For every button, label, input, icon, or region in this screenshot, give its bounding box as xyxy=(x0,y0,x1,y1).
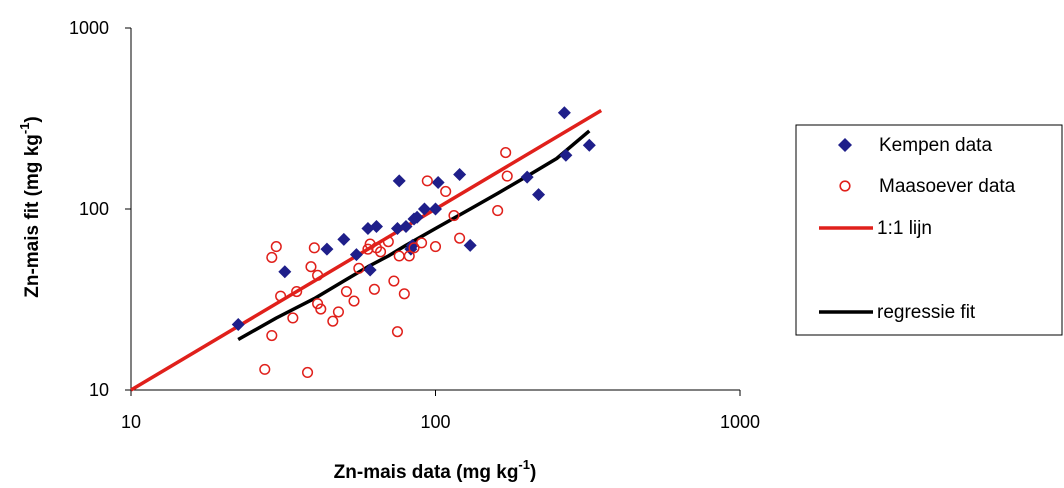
data-point-kempen xyxy=(453,168,467,182)
data-point-kempen xyxy=(463,238,477,252)
data-point-kempen xyxy=(392,174,406,188)
data-point-maasoever xyxy=(364,238,376,250)
legend-11-line-label: 1:1 lijn xyxy=(877,218,932,239)
data-point-kempen xyxy=(410,210,424,224)
legend-kempen-label: Kempen data xyxy=(879,135,992,156)
data-point-kempen xyxy=(349,248,363,262)
legend-kempen-marker xyxy=(838,138,852,152)
data-point-kempen xyxy=(390,222,404,236)
x-tick-label: 10 xyxy=(121,412,141,432)
data-point-maasoever xyxy=(327,315,339,327)
data-point-maasoever xyxy=(266,251,278,263)
legend-box xyxy=(795,124,1063,336)
x-tick-label: 100 xyxy=(420,412,450,432)
y-tick-label: 10 xyxy=(89,380,109,400)
data-point-maasoever xyxy=(312,298,324,310)
data-point-kempen xyxy=(429,202,442,216)
legend-maasoever-label: Maasoever data xyxy=(879,176,1016,197)
data-point-kempen xyxy=(399,220,413,234)
data-point-maasoever xyxy=(353,262,365,274)
data-point-kempen xyxy=(231,318,245,332)
data-point-kempen xyxy=(369,220,383,234)
data-point-kempen xyxy=(520,170,534,184)
data-point-maasoever xyxy=(393,250,405,262)
legend-regression-label: regressie fit xyxy=(877,302,976,323)
data-point-maasoever xyxy=(275,290,287,302)
data-point-maasoever xyxy=(259,363,271,375)
data-point-maasoever xyxy=(492,205,504,217)
markers-layer xyxy=(231,106,596,379)
data-point-maasoever xyxy=(340,285,353,298)
data-point-maasoever xyxy=(270,241,282,253)
data-point-maasoever xyxy=(421,175,433,187)
y-tick-label: 1000 xyxy=(69,18,109,38)
ticks: 10 100 1000 10 100 1000 xyxy=(69,18,760,432)
data-point-kempen xyxy=(559,148,573,162)
data-point-maasoever xyxy=(408,242,420,254)
data-point-maasoever xyxy=(440,185,452,198)
data-point-maasoever xyxy=(398,288,410,300)
data-point-kempen xyxy=(320,242,334,256)
data-point-maasoever xyxy=(362,243,374,255)
x-axis-title: Zn-mais data (mg kg-1) xyxy=(334,457,537,483)
data-point-kempen xyxy=(278,265,292,279)
legend: Kempen data Maasoever data 1:1 lijn regr… xyxy=(795,124,1063,336)
legend-maasoever-marker xyxy=(839,180,851,192)
series-line-1-1-lijn xyxy=(130,108,603,392)
data-point-maasoever xyxy=(403,250,415,262)
data-point-maasoever xyxy=(391,326,404,338)
data-point-maasoever xyxy=(287,312,299,324)
data-point-maasoever xyxy=(315,303,327,315)
data-point-kempen xyxy=(361,222,375,236)
data-point-maasoever xyxy=(312,269,324,281)
series-line-regressie-fit xyxy=(237,129,591,342)
data-point-maasoever xyxy=(501,170,513,182)
data-point-kempen xyxy=(417,202,431,216)
data-point-kempen xyxy=(363,263,377,277)
data-point-maasoever xyxy=(375,246,387,258)
data-point-maasoever xyxy=(301,366,314,379)
data-point-maasoever xyxy=(305,261,317,273)
data-point-maasoever xyxy=(388,275,400,287)
y-axis-title: Zn-mais fit (mg kg-1) xyxy=(17,116,43,298)
data-point-maasoever xyxy=(454,232,466,244)
data-point-kempen xyxy=(431,176,445,190)
data-point-maasoever xyxy=(266,329,278,342)
data-point-maasoever xyxy=(429,241,442,253)
data-point-kempen xyxy=(582,138,596,152)
x-tick-label: 1000 xyxy=(720,412,760,432)
plot-area: 10 100 1000 10 100 1000 xyxy=(69,18,760,432)
data-point-maasoever xyxy=(291,285,303,298)
data-point-maasoever xyxy=(368,283,380,295)
y-tick-label: 100 xyxy=(79,199,109,219)
data-point-maasoever xyxy=(308,242,320,254)
data-point-maasoever xyxy=(332,306,344,318)
data-point-maasoever xyxy=(448,210,460,222)
data-point-maasoever xyxy=(500,147,512,159)
data-point-maasoever xyxy=(416,237,428,249)
data-point-kempen xyxy=(532,188,546,202)
data-point-maasoever xyxy=(382,236,394,248)
data-point-kempen xyxy=(557,106,571,120)
data-point-maasoever xyxy=(348,295,360,307)
lines-layer xyxy=(130,108,603,392)
data-point-kempen xyxy=(337,232,351,246)
